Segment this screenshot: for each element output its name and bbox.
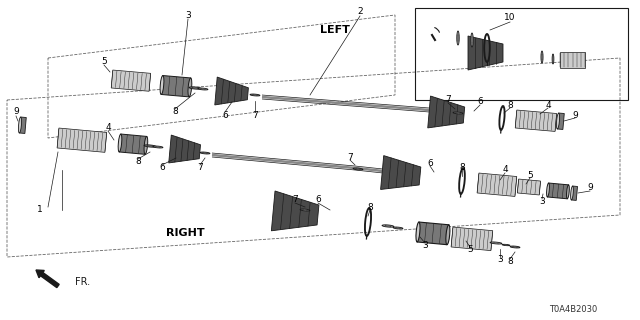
Ellipse shape <box>382 225 394 227</box>
Ellipse shape <box>156 147 161 148</box>
Text: T0A4B2030: T0A4B2030 <box>548 305 597 314</box>
Ellipse shape <box>200 152 210 154</box>
Ellipse shape <box>446 225 450 245</box>
Ellipse shape <box>457 31 460 45</box>
Polygon shape <box>451 227 493 251</box>
Ellipse shape <box>385 226 391 227</box>
Ellipse shape <box>144 136 148 154</box>
Polygon shape <box>557 113 564 130</box>
Polygon shape <box>111 70 150 91</box>
Text: 6: 6 <box>427 158 433 167</box>
Ellipse shape <box>453 112 463 114</box>
Polygon shape <box>547 183 568 199</box>
Polygon shape <box>19 117 26 133</box>
Polygon shape <box>572 186 577 200</box>
Text: 7: 7 <box>252 110 258 119</box>
Polygon shape <box>381 156 421 189</box>
Ellipse shape <box>188 78 192 97</box>
Polygon shape <box>477 173 516 196</box>
FancyArrow shape <box>36 270 59 288</box>
Text: FR.: FR. <box>75 277 90 287</box>
Ellipse shape <box>566 185 570 199</box>
Ellipse shape <box>547 183 549 197</box>
Text: 5: 5 <box>101 58 107 67</box>
Text: 3: 3 <box>422 242 428 251</box>
Text: 10: 10 <box>504 13 516 22</box>
Text: 8: 8 <box>507 258 513 267</box>
Polygon shape <box>428 96 465 128</box>
Text: 6: 6 <box>159 164 165 172</box>
Ellipse shape <box>471 33 473 47</box>
Ellipse shape <box>541 54 542 60</box>
Ellipse shape <box>493 243 499 244</box>
Text: 6: 6 <box>315 196 321 204</box>
Polygon shape <box>417 222 449 245</box>
Text: 9: 9 <box>572 110 578 119</box>
Polygon shape <box>161 76 191 97</box>
Ellipse shape <box>541 51 543 63</box>
Ellipse shape <box>147 146 153 147</box>
Text: 4: 4 <box>502 165 508 174</box>
Text: 8: 8 <box>459 163 465 172</box>
Text: 7: 7 <box>445 95 451 105</box>
Ellipse shape <box>510 246 520 248</box>
Text: 4: 4 <box>105 124 111 132</box>
Text: 8: 8 <box>367 203 373 212</box>
Ellipse shape <box>300 209 310 211</box>
Text: 8: 8 <box>135 157 141 166</box>
Ellipse shape <box>198 88 208 90</box>
Ellipse shape <box>189 87 201 89</box>
Ellipse shape <box>490 242 502 244</box>
Text: 2: 2 <box>357 7 363 17</box>
Text: 6: 6 <box>222 110 228 119</box>
Ellipse shape <box>19 117 22 133</box>
Ellipse shape <box>571 186 573 200</box>
Polygon shape <box>119 134 147 154</box>
Text: RIGHT: RIGHT <box>166 228 204 238</box>
Polygon shape <box>169 135 200 163</box>
Polygon shape <box>271 191 319 231</box>
Ellipse shape <box>153 146 163 148</box>
Ellipse shape <box>393 227 403 229</box>
Ellipse shape <box>353 168 363 170</box>
Polygon shape <box>468 36 503 70</box>
Text: 7: 7 <box>347 153 353 162</box>
Text: 4: 4 <box>545 100 551 109</box>
Ellipse shape <box>250 94 260 96</box>
Ellipse shape <box>552 54 554 64</box>
Ellipse shape <box>118 134 122 152</box>
Polygon shape <box>57 128 107 152</box>
Text: 1: 1 <box>37 205 43 214</box>
Ellipse shape <box>502 244 510 246</box>
Ellipse shape <box>144 145 156 147</box>
Polygon shape <box>515 110 557 132</box>
Ellipse shape <box>416 222 420 242</box>
Text: 8: 8 <box>507 100 513 109</box>
Polygon shape <box>215 77 248 105</box>
Polygon shape <box>517 179 541 195</box>
Text: 3: 3 <box>497 255 503 265</box>
Text: 5: 5 <box>527 171 533 180</box>
Text: 7: 7 <box>197 164 203 172</box>
Text: 8: 8 <box>172 108 178 116</box>
Ellipse shape <box>160 76 164 94</box>
Text: LEFT: LEFT <box>320 25 350 35</box>
Ellipse shape <box>556 113 559 129</box>
Text: 3: 3 <box>539 197 545 206</box>
Text: 7: 7 <box>292 196 298 204</box>
Text: 3: 3 <box>185 11 191 20</box>
Text: 6: 6 <box>477 98 483 107</box>
Text: 9: 9 <box>587 183 593 193</box>
Text: 5: 5 <box>467 245 473 254</box>
Text: 9: 9 <box>13 108 19 116</box>
Polygon shape <box>560 52 585 68</box>
